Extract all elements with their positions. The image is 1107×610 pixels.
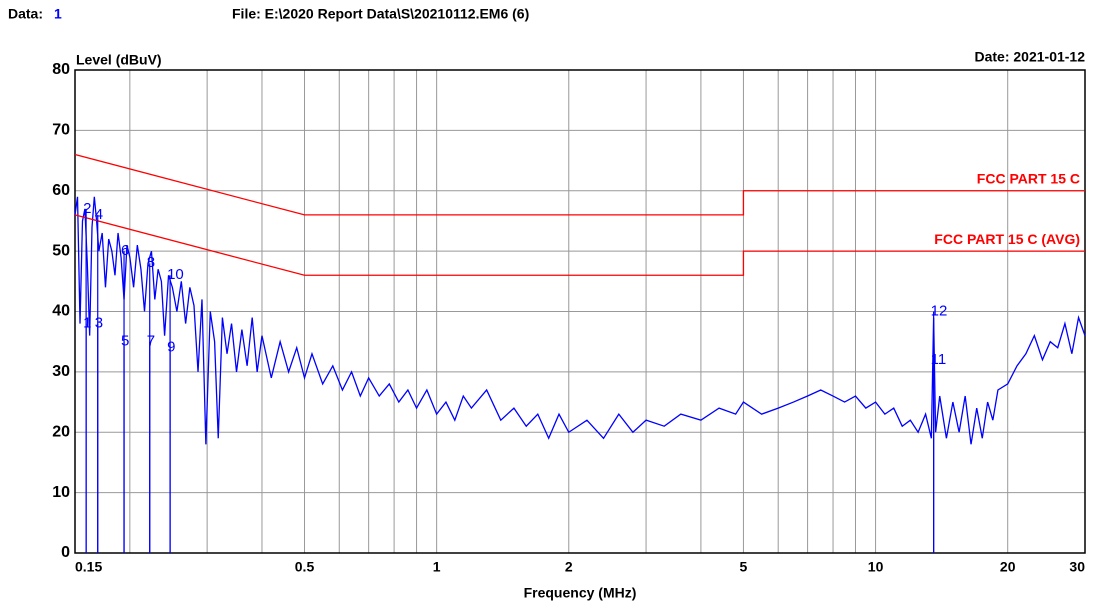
legend-label: FCC PART 15 C (AVG) xyxy=(934,231,1080,247)
x-tick-label: 1 xyxy=(433,559,441,575)
marker-label: 8 xyxy=(147,254,155,271)
series-line xyxy=(74,196,1086,445)
x-tick-label: 20 xyxy=(1000,559,1016,575)
marker-label: 1 xyxy=(83,315,91,332)
marker-label: 4 xyxy=(95,206,103,223)
marker-label: 9 xyxy=(167,339,175,356)
x-tick-label: 30 xyxy=(1069,559,1085,575)
y-tick-label: 40 xyxy=(52,303,70,320)
y-tick-label: 10 xyxy=(52,484,70,501)
date: Date: 2021-01-12 xyxy=(974,49,1085,65)
series-line xyxy=(74,153,1085,216)
y-tick-label: 30 xyxy=(52,363,70,380)
x-axis-label: Frequency (MHz) xyxy=(524,585,637,601)
x-tick-label: 2 xyxy=(565,559,573,575)
marker-label: 3 xyxy=(95,315,103,332)
y-tick-label: 50 xyxy=(52,242,70,259)
marker-label: 5 xyxy=(121,333,129,350)
x-tick-label: 0.15 xyxy=(75,559,102,575)
data-value: 1 xyxy=(54,6,62,22)
y-tick-label: 60 xyxy=(52,182,70,199)
x-tick-label: 10 xyxy=(868,559,884,575)
file-name: File: E:\2020 Report Data\S\20210112.EM6… xyxy=(232,6,529,22)
legend-label: FCC PART 15 C xyxy=(977,170,1080,186)
y-tick-label: 80 xyxy=(52,61,70,78)
marker-label: 12 xyxy=(931,302,948,319)
series-line xyxy=(74,214,1085,276)
y-tick-label: 70 xyxy=(52,122,70,139)
marker-label: 10 xyxy=(167,266,184,283)
marker-label: 11 xyxy=(931,351,947,368)
y-tick-label: 20 xyxy=(52,423,70,440)
plot-border xyxy=(74,69,1086,554)
y-axis-label: Level (dBuV) xyxy=(76,52,162,68)
marker-label: 6 xyxy=(121,242,129,259)
x-tick-label: 5 xyxy=(740,559,748,575)
marker-label: 7 xyxy=(147,333,155,350)
marker-label: 2 xyxy=(83,200,91,217)
y-tick-label: 0 xyxy=(61,544,70,561)
x-tick-label: 0.5 xyxy=(295,559,315,575)
data-label: Data: xyxy=(8,6,43,22)
